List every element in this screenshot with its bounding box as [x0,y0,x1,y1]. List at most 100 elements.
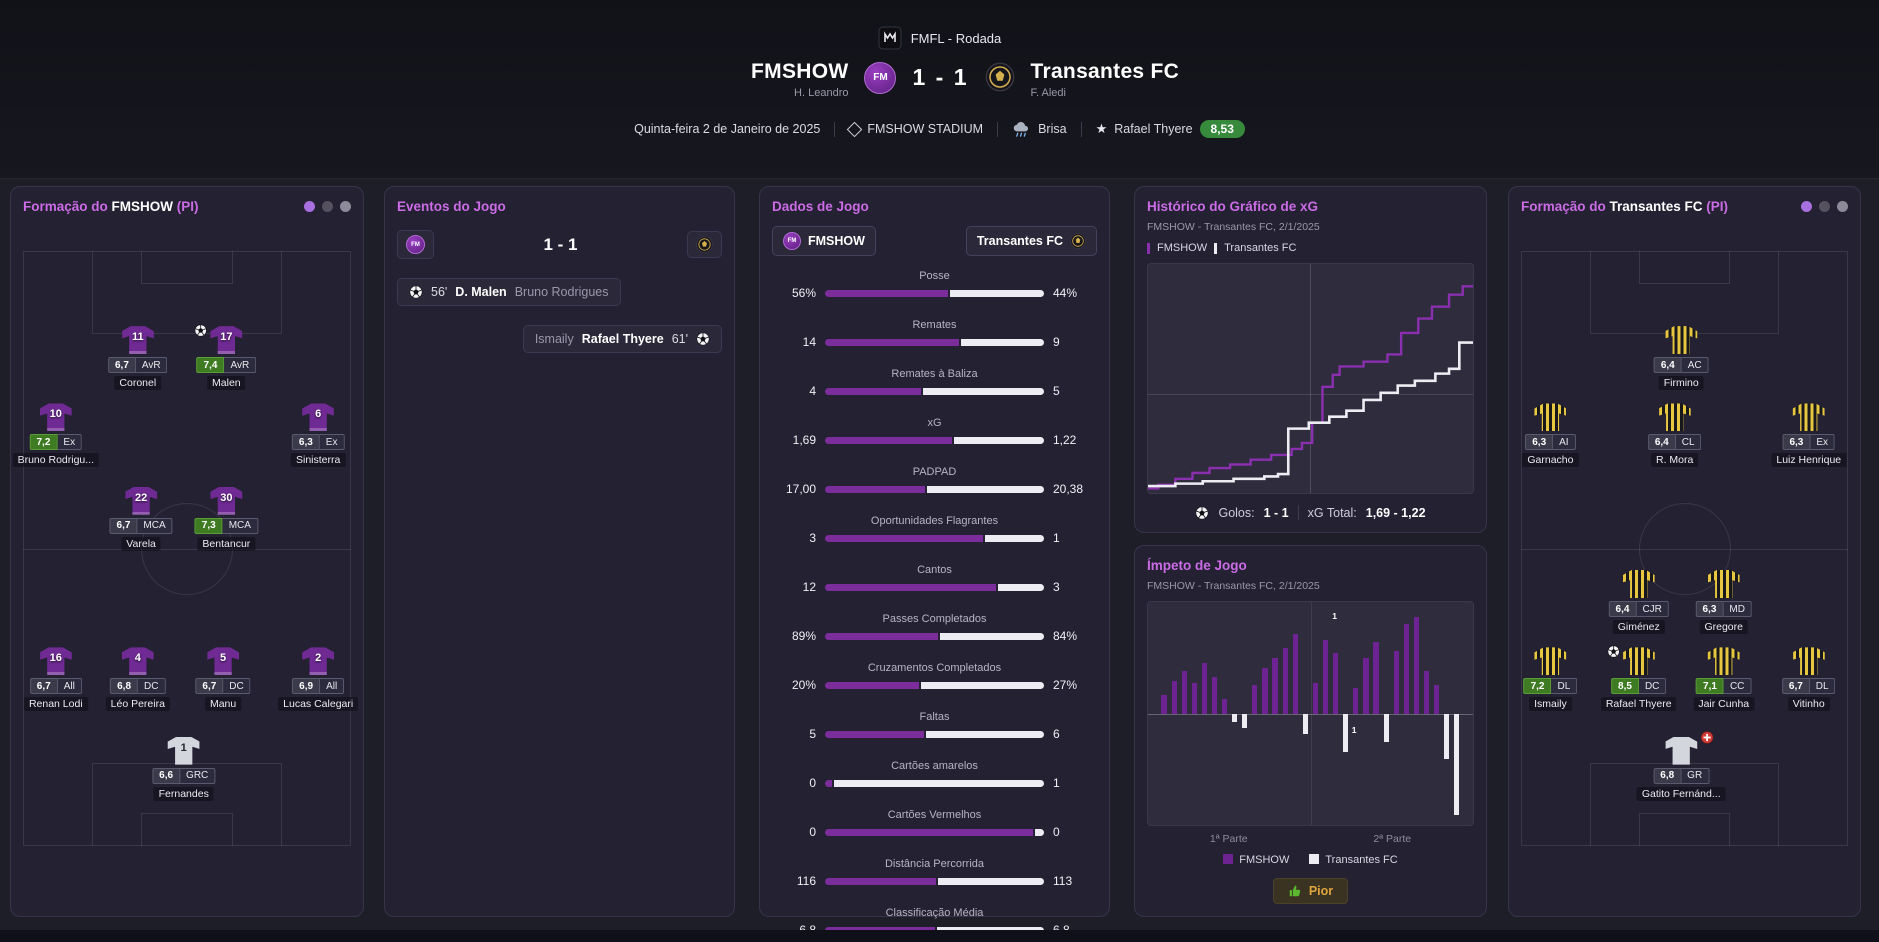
player-shirt: 22 [125,486,158,515]
xg-chart[interactable] [1147,263,1474,494]
player-shirt: 10 [39,403,72,432]
stat-bar [825,436,1044,444]
player-gatito-fern-nd[interactable]: 6,8 GR Gatito Fernánd... [1636,730,1726,801]
home-team-block[interactable]: FMSHOW H. Leandro [658,60,848,99]
away-team-badge-icon [985,62,1015,92]
stat-bar-away [937,877,1044,885]
player-badges: 6,7 AvR [107,357,168,374]
player-sinisterra[interactable]: 6 6,3 Ex Sinisterra [291,403,346,468]
worst-moment-button[interactable]: Pior [1272,878,1349,904]
player-jair-cunha[interactable]: 7,1 CC Jair Cunha [1693,647,1755,712]
player-ismaily[interactable]: 7,2 DL Ismaily [1523,647,1578,712]
player-badges: 7,3 MCA [194,517,258,534]
player-position-badge: DL [1809,678,1836,695]
away-team-block[interactable]: Transantes FC F. Aledi [1031,60,1221,99]
away-goal-event-row: Ismaily Rafael Thyere 61' [397,325,722,353]
player-shirt [1665,730,1713,765]
stat-bar-home [825,485,925,493]
kit-dot-3[interactable] [340,201,351,212]
player-rating-badge: 6,3 [1782,434,1811,451]
player-lucas-calegari[interactable]: 2 6,9 All Lucas Calegari [278,647,359,712]
player-position-badge: Ex [57,434,83,451]
player-firmino[interactable]: 6,4 AC Firmino [1653,326,1709,391]
away-goal-event[interactable]: Ismaily Rafael Thyere 61' [522,325,722,353]
kit-dot-2[interactable] [1819,201,1830,212]
player-luiz-henrique[interactable]: 6,3 Ex Luiz Henrique [1771,403,1847,468]
player-badges: 6,3 MD [1695,601,1752,618]
competition-logo-icon [878,26,902,50]
player-fernandes[interactable]: 1 6,6 GRC Fernandes [152,736,216,801]
xg-line-away [1148,343,1473,487]
star-player-name[interactable]: Rafael Thyere [1114,122,1193,136]
momentum-panel: Ímpeto de Jogo FMSHOW - Transantes FC, 2… [1134,545,1487,917]
player-name: Sinisterra [291,453,346,468]
player-name: Garnacho [1522,453,1579,468]
shirt-number: 11 [131,331,144,344]
momentum-bar-2 [1170,612,1178,815]
player-r-mora[interactable]: 6,4 CL R. Mora [1647,403,1702,468]
star-player-item[interactable]: ★ Rafael Thyere 8,53 [1096,120,1245,138]
player-name: Vitinho [1787,697,1830,712]
stat-bar-away [939,632,1044,640]
player-rating-badge: 8,5 [1611,678,1639,695]
player-l-o-pereira[interactable]: 4 6,8 DC Léo Pereira [105,647,170,712]
player-varela[interactable]: 22 6,7 MCA Varela [109,486,173,551]
goal-scorer[interactable]: D. Malen [455,284,507,299]
goal-scorer[interactable]: Rafael Thyere [581,331,664,346]
momentum-subtitle: FMSHOW - Transantes FC, 2/1/2025 [1147,580,1320,592]
player-vitinho[interactable]: 6,7 DL Vitinho [1781,647,1836,712]
stat-row-posse: Posse 56% 44% [772,270,1097,300]
stat-home-value: 20% [791,678,816,692]
home-team-chip[interactable]: FM FMSHOW [772,226,876,256]
home-goal-event[interactable]: 56' D. Malen Bruno Rodrigues [397,278,621,306]
player-rating-badge: 6,4 [1647,434,1676,451]
player-badges: 7,2 Ex [29,434,83,451]
divider [834,121,836,137]
stat-bar-away [997,583,1044,591]
goal-assist[interactable]: Bruno Rodrigues [514,284,609,299]
home-team-badge-icon: FM [864,62,897,94]
stat-bar [825,289,1044,297]
player-shirt: 2 [302,647,335,676]
home-team-name[interactable]: FMSHOW [751,60,849,83]
player-badges: 6,3 Ex [291,434,345,451]
momentum-bar-14 [1291,612,1299,815]
player-manu[interactable]: 5 6,7 DC Manu [195,647,251,712]
player-malen[interactable]: 17 7,4 AvR Malen [194,324,257,391]
pitch-six-yard-box-bottom [1638,813,1731,846]
player-bentancur[interactable]: 30 7,3 MCA Bentancur [194,486,258,551]
kit-dot-2[interactable] [322,201,333,212]
kit-selector-dots[interactable] [1801,201,1848,212]
momentum-bar-30 [1453,612,1461,815]
player-shirt: 30 [210,486,243,515]
second-half-label: 2ª Parte [1373,833,1412,845]
stat-row-cruzamentos-completados: Cruzamentos Completados 20% 27% [772,662,1097,692]
stat-label: Cruzamentos Completados [867,662,1002,674]
stat-row-remates-baliza: Remates à Baliza 4 5 [772,368,1097,398]
match-events-panel: Eventos do Jogo FM 1 - 1 56' D. Malen Br… [384,186,735,917]
player-coronel[interactable]: 11 6,7 AvR Coronel [107,326,168,391]
momentum-bar-11 [1261,612,1269,815]
player-gim-nez[interactable]: 6,4 CJR Giménez [1608,570,1669,635]
kit-dot-1[interactable] [1801,201,1812,212]
kit-selector-dots[interactable] [304,201,351,212]
goals-label: Golos: [1218,505,1255,520]
player-shirt [1622,570,1655,599]
kit-dot-3[interactable] [1837,201,1848,212]
player-rafael-thyere[interactable]: 8,5 DC Rafael Thyere [1600,645,1677,712]
player-name: Lucas Calegari [278,697,359,712]
player-bruno-rodrigu[interactable]: 10 7,2 Ex Bruno Rodrigu... [12,403,100,468]
away-team-name[interactable]: Transantes FC [1030,60,1180,83]
goal-assist[interactable]: Ismaily [534,331,574,346]
stat-bar-away [926,485,1044,493]
match-score: 1 - 1 [912,64,969,90]
momentum-bar-15 [1301,612,1309,815]
away-team-chip[interactable]: Transantes FC [965,226,1097,256]
kit-dot-1[interactable] [304,201,315,212]
momentum-bar-16 [1311,612,1319,815]
player-gregore[interactable]: 6,3 MD Gregore [1695,570,1752,635]
player-rating-badge: 7,1 [1696,678,1724,695]
player-garnacho[interactable]: 6,3 AI Garnacho [1522,403,1579,468]
player-renan-lodi[interactable]: 16 6,7 All Renan Lodi [23,647,88,712]
